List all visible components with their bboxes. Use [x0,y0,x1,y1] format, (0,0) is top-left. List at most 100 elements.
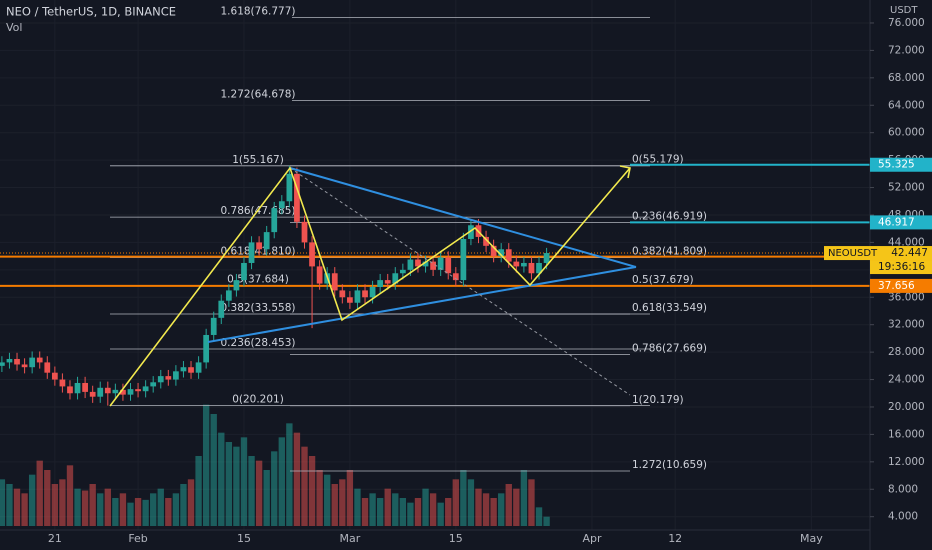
candle-body [165,376,172,380]
candle-body [210,317,217,335]
volume-bar [278,437,285,526]
volume-bar [74,488,81,526]
volume-bar [119,493,127,526]
candle-body [498,249,505,257]
candle-body [278,201,285,209]
fib-label: 0.382(33.558) [221,302,296,314]
fib-label: 1.272(64.678) [221,89,296,101]
candle-body [369,286,376,298]
candle-body [248,242,255,263]
volume-bar [354,488,361,526]
candle-body [120,389,126,395]
fib-label: 0.236(46.919) [632,210,707,222]
y-tick-label: 32.000 [888,319,925,331]
fib-label: 1(20.179) [632,394,684,406]
volume-bar [240,437,248,526]
y-tick-label: 12.000 [888,456,925,468]
candle-body [505,249,512,262]
volume-bar [460,470,467,526]
candle-body [528,262,535,274]
price-tag [870,278,932,293]
currency-label: USDT [890,5,918,16]
candle-body [445,257,452,274]
candle-body [331,273,338,291]
x-tick-label: Feb [128,532,147,545]
candle-body [339,290,346,298]
volume-bar [263,470,270,526]
volume-bar [51,484,59,526]
volume-bar [28,474,36,526]
trend-line [289,167,637,268]
candle-body [157,376,164,383]
volume-bar [316,470,323,526]
volume-bar [422,488,429,526]
x-tick-label: Mar [340,532,361,545]
arrow-head [619,165,631,179]
volume-bar [36,460,43,526]
volume-bar [437,502,444,526]
candle-body [286,173,293,202]
volume-bar [369,493,376,526]
candle-body [150,382,157,387]
fib-label: 0(55.179) [632,154,684,166]
x-tick-label: 15 [449,532,463,545]
volume-bar [399,498,407,526]
candle-body [468,225,474,239]
candle-body [203,334,210,363]
y-tick-label: 24.000 [888,374,925,386]
volume-bar [467,479,475,526]
volume-bar [248,456,255,526]
fib-label: 0.618(41.810) [221,245,296,257]
fib-label: 1(55.167) [232,154,284,166]
candle-body [452,273,459,281]
candle-body [112,389,119,394]
last-price-symbol: NEOUSDT [828,248,878,259]
candle-body [233,280,240,291]
volume-bar [513,488,520,526]
candle-body [195,362,202,373]
x-tick-label: May [800,532,823,545]
volume-bar [44,470,51,526]
candle-body [301,221,308,243]
candle-body [430,261,436,270]
volume-bar [218,432,225,526]
candle-body [97,387,104,397]
volume-bar [255,460,263,526]
y-tick-label: 60.000 [888,127,925,139]
fib-label: 0.786(27.669) [632,342,707,354]
candle-body [362,290,368,298]
volume-bar [384,488,391,526]
price-tag-label: 37.656 [878,280,915,292]
volume-bar [225,442,233,526]
fib-label: 0.236(28.453) [221,337,296,349]
candle-body [407,259,414,270]
price-tag [870,215,932,230]
candle-body [521,262,527,267]
volume-bar [361,498,369,526]
volume-bar [104,488,111,526]
candle-body [483,236,489,246]
last-price-tag [824,246,932,261]
volume-bar [452,479,459,526]
trend-line [207,266,637,343]
chart-title: NEO / TetherUS, 1D, BINANCE [6,5,176,19]
candle-body [536,262,542,274]
candle-body [127,389,134,395]
y-tick-label: 28.000 [888,346,925,358]
y-tick-label: 68.000 [888,72,925,84]
volume-bar [429,493,437,526]
candle-body [36,357,43,363]
volume-bar [202,404,210,526]
candle-body [256,242,262,250]
volume-bar [490,498,497,526]
candle-body [460,238,467,281]
volume-bar [210,414,217,526]
fib-label: 0.5(37.679) [632,274,694,286]
candle-body [104,387,111,394]
countdown-tag [870,260,932,275]
price-tag-label: 55.325 [878,159,915,171]
volume-bar [535,507,543,526]
x-tick-label: 15 [237,532,251,545]
volume-bar [157,488,164,526]
